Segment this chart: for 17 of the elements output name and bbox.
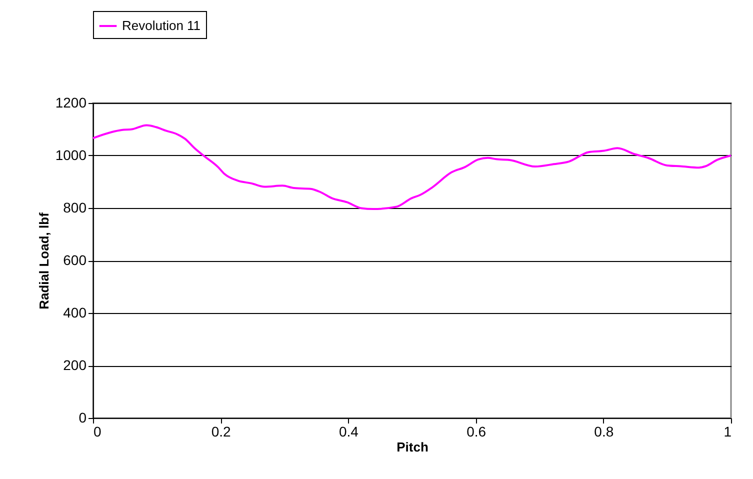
y-axis-title: Radial Load, lbf bbox=[36, 212, 52, 310]
y-tick-label: 0 bbox=[78, 410, 87, 426]
legend-label: Revolution 11 bbox=[122, 18, 201, 33]
y-tick-label: 800 bbox=[63, 200, 87, 216]
x-axis-title: Pitch bbox=[396, 440, 428, 454]
y-tick-label: 1000 bbox=[55, 147, 87, 163]
x-tick-label: 0.4 bbox=[338, 424, 359, 440]
y-tick-label: 200 bbox=[63, 357, 87, 373]
x-tick-label: 0.6 bbox=[466, 424, 486, 440]
x-tick-label: 1 bbox=[724, 424, 732, 440]
x-tick-label: 0.8 bbox=[594, 424, 614, 440]
x-tick-label: 0 bbox=[94, 424, 102, 440]
line-series bbox=[92, 124, 732, 210]
y-tick-label: 600 bbox=[63, 252, 87, 268]
y-tick-label: 1200 bbox=[55, 94, 87, 110]
y-tick-label: 400 bbox=[63, 304, 87, 320]
x-tick-label: 0.2 bbox=[211, 424, 232, 440]
